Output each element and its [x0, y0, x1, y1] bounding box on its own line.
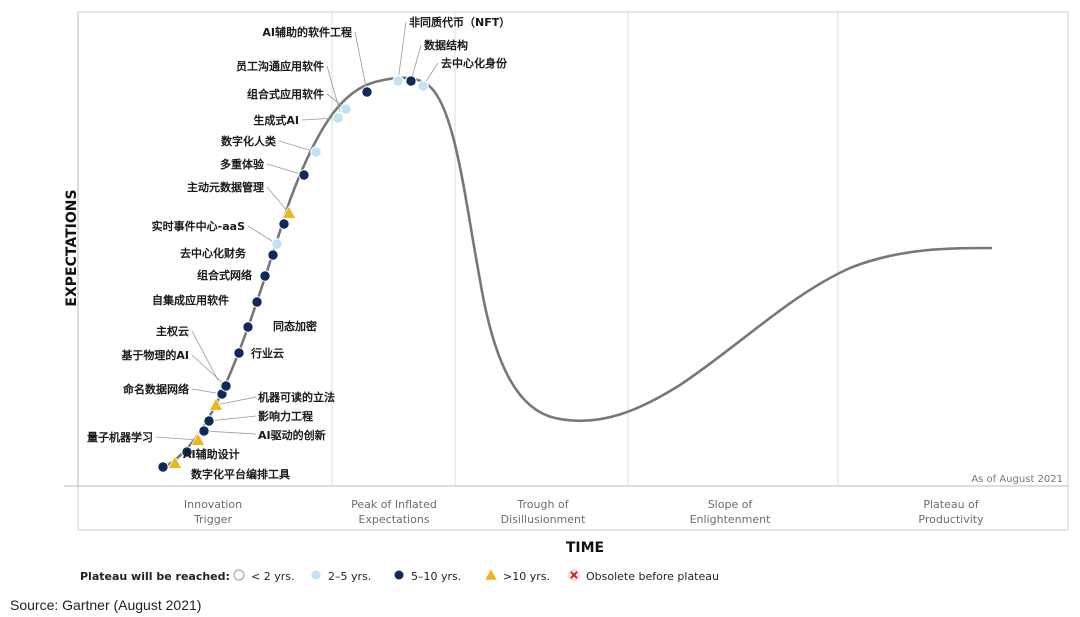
- legend: Plateau will be reached: < 2 yrs. 2–5 yrs.…: [80, 567, 719, 583]
- point-label: 基于物理的AI: [120, 348, 189, 362]
- data-point: [310, 146, 322, 158]
- leader-line: [278, 140, 317, 153]
- point-label: AI辅助设计: [183, 447, 240, 461]
- data-point: [251, 296, 263, 308]
- phase-label: Plateau of Productivity: [918, 498, 984, 526]
- source-note: Source: Gartner (August 2021): [10, 597, 202, 613]
- legend-symbol: [483, 567, 499, 581]
- leader-line: [191, 330, 219, 381]
- point-label: 员工沟通应用软件: [236, 59, 324, 73]
- data-point: [271, 238, 283, 250]
- data-point: [190, 432, 206, 446]
- leader-line: [266, 163, 305, 176]
- legend-symbol: [568, 569, 580, 581]
- point-label: 生成式AI: [253, 113, 299, 127]
- point-label: 命名数据网络: [122, 382, 189, 396]
- data-point: [281, 205, 297, 219]
- as-of-note: As of August 2021: [971, 474, 1063, 485]
- hype-curve: [162, 76, 993, 470]
- data-point: [242, 321, 254, 333]
- y-axis-title: EXPECTATIONS: [64, 189, 80, 306]
- data-point: [392, 75, 404, 87]
- data-point: [220, 380, 232, 392]
- data-point: [198, 425, 210, 437]
- leader-line: [326, 65, 341, 113]
- point-label: 多重体验: [220, 157, 265, 171]
- leader-line: [155, 436, 199, 441]
- point-label: 行业云: [250, 346, 284, 360]
- leader-line: [191, 354, 227, 387]
- legend-symbol: [393, 569, 405, 581]
- point-label: 主权云: [156, 324, 189, 338]
- phase-label: Slope of Enlightenment: [690, 498, 771, 526]
- data-point: [417, 80, 429, 92]
- point-label: 影响力工程: [258, 409, 313, 423]
- data-point: [332, 112, 344, 124]
- point-label: 实时事件中心-aaS: [152, 219, 245, 233]
- point-label: 数字化人类: [221, 134, 277, 148]
- leader-line: [301, 117, 339, 121]
- phase-labels: Innovation Trigger Peak of Inflated Expecta…: [184, 498, 984, 526]
- legend-symbol: [233, 569, 245, 581]
- leader-line: [266, 186, 290, 214]
- point-label: 同态加密: [273, 319, 317, 333]
- data-point: [203, 415, 215, 427]
- legend-symbol: [310, 569, 322, 581]
- leader-line: [354, 31, 368, 93]
- data-point: [157, 461, 169, 473]
- point-label: 主动元数据管理: [187, 180, 264, 194]
- legend-label: < 2 yrs.: [251, 570, 294, 583]
- data-point: [233, 347, 245, 359]
- data-point: [298, 169, 310, 181]
- data-point: [167, 455, 183, 469]
- phase-label: Peak of Inflated Expectations: [351, 498, 437, 526]
- data-point: [259, 270, 271, 282]
- point-label: 去中心化财务: [180, 246, 247, 260]
- legend-label: 2–5 yrs.: [328, 570, 371, 583]
- data-point: [278, 218, 290, 230]
- data-point: [340, 103, 352, 115]
- leader-line: [397, 21, 407, 82]
- data-point: [181, 446, 193, 458]
- point-label: 机器可读的立法: [258, 390, 335, 404]
- point-label: 组合式应用软件: [247, 87, 324, 101]
- phase-label: Trough of Disillusionment: [501, 498, 586, 526]
- hype-curve-layer: [162, 76, 993, 470]
- legend-label: 5–10 yrs.: [411, 570, 461, 583]
- point-label: 数字化平台编排工具: [191, 467, 290, 481]
- data-point: [267, 249, 279, 261]
- leader-lines: [155, 21, 439, 441]
- point-label: AI驱动的创新: [258, 428, 326, 442]
- point-label: 自集成应用软件: [152, 293, 229, 307]
- data-point: [405, 75, 417, 87]
- leader-line: [203, 430, 257, 435]
- x-axis-title: TIME: [566, 540, 604, 556]
- leader-line: [410, 44, 422, 82]
- legend-title: Plateau will be reached:: [80, 570, 230, 583]
- phase-label: Innovation Trigger: [184, 498, 242, 526]
- legend-label: Obsolete before plateau: [586, 570, 719, 583]
- data-points: [157, 75, 429, 473]
- point-label: 数据结构: [424, 38, 468, 52]
- leader-line: [208, 415, 257, 422]
- chart-frame: EXPECTATIONS TIME As of August 2021: [64, 11, 1069, 556]
- point-label: 组合式网络: [197, 268, 252, 282]
- point-label: 非同质代币（NFT）: [409, 15, 510, 29]
- point-label: 去中心化身份: [441, 56, 508, 70]
- point-label: AI辅助的软件工程: [262, 25, 352, 39]
- data-point: [361, 86, 373, 98]
- point-label: 量子机器学习: [87, 430, 153, 444]
- legend-label: >10 yrs.: [503, 570, 550, 583]
- leader-line: [215, 396, 257, 406]
- data-point: [208, 397, 224, 411]
